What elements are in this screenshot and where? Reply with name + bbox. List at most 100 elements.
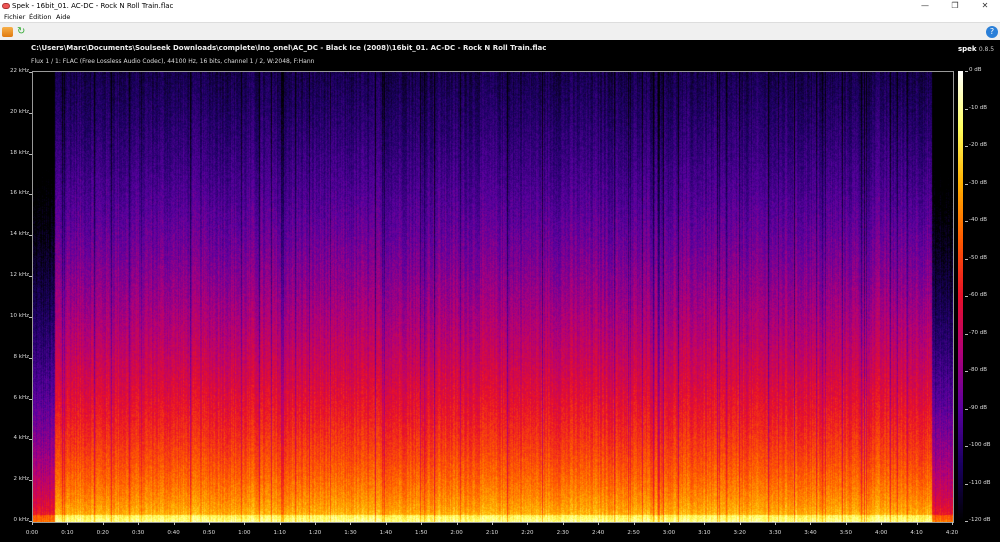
time-tick [775, 522, 777, 525]
freq-tick [29, 480, 32, 482]
time-tick [244, 522, 246, 525]
time-tick [102, 522, 104, 525]
freq-tick [29, 439, 32, 441]
spectrogram-view: C:\Users\Marc\Documents\Soulseek Downloa… [0, 40, 1000, 542]
time-tick-label: 2:50 [627, 530, 640, 536]
time-tick-label: 0:50 [202, 530, 216, 536]
time-tick [704, 522, 706, 525]
time-tick-label: 1:20 [308, 530, 322, 536]
freq-tick-label: 18 kHz [10, 149, 29, 156]
time-tick [952, 522, 953, 525]
db-tick-label: -50 dB [969, 254, 987, 261]
menu-aide[interactable]: Aide [56, 13, 71, 21]
time-tick-label: 2:40 [591, 530, 605, 536]
time-tick [138, 522, 140, 525]
time-tick-label: 0:10 [61, 530, 74, 536]
freq-tick [29, 398, 32, 400]
close-button[interactable]: ✕ [981, 1, 989, 10]
time-tick [598, 522, 600, 525]
time-tick-label: 3:40 [804, 530, 817, 536]
spectrogram [32, 71, 954, 523]
time-tick-label: 1:40 [379, 530, 393, 536]
time-tick-label: 4:20 [945, 530, 959, 536]
time-tick [385, 522, 387, 525]
db-tick-label: 0 dB [969, 67, 982, 73]
db-tick [965, 146, 968, 147]
time-tick [173, 522, 175, 525]
freq-tick [29, 235, 32, 237]
db-tick [965, 446, 968, 447]
time-tick-label: 3:30 [768, 530, 782, 536]
time-tick [739, 522, 741, 525]
toolbar: ↻ ? [0, 22, 1000, 40]
db-tick [965, 258, 968, 260]
time-tick [279, 522, 281, 525]
freq-tick-label: 22 kHz [10, 68, 29, 75]
menu-edition[interactable]: Édition [29, 13, 52, 21]
time-tick-label: 4:00 [875, 530, 888, 536]
time-tick-label: 0:20 [96, 530, 109, 536]
time-tick [562, 522, 564, 525]
time-tick-label: 3:10 [698, 530, 711, 536]
db-tick-label: -20 dB [969, 142, 987, 148]
menu-bar: Fichier Édition Aide [0, 12, 1000, 22]
time-tick [32, 522, 33, 525]
time-tick-label: 3:50 [839, 530, 853, 536]
freq-tick-label: 8 kHz [13, 353, 29, 360]
time-tick-label: 2:30 [556, 530, 569, 536]
db-tick [965, 183, 968, 185]
time-tick [668, 522, 670, 525]
freq-tick [29, 194, 32, 196]
time-tick-label: 0:00 [25, 530, 39, 536]
time-tick [456, 522, 458, 525]
folder-open-icon[interactable] [2, 27, 13, 37]
db-tick-label: -80 dB [969, 367, 987, 373]
db-colorbar [958, 71, 963, 521]
time-tick-label: 3:00 [662, 530, 676, 536]
title-bar: Spek - 16bit_01. AC-DC - Rock N Roll Tra… [0, 0, 1000, 12]
time-tick-label: 3:20 [733, 530, 746, 536]
file-path: C:\Users\Marc\Documents\Soulseek Downloa… [31, 44, 547, 52]
db-tick-label: -10 dB [969, 104, 987, 111]
app-icon [2, 3, 10, 9]
time-tick-label: 1:10 [273, 530, 286, 536]
minimize-button[interactable]: — [921, 1, 929, 10]
time-tick [350, 522, 352, 525]
freq-tick [29, 72, 32, 74]
freq-tick-label: 14 kHz [10, 231, 29, 238]
time-tick [492, 522, 493, 525]
freq-tick-label: 4 kHz [13, 435, 29, 442]
freq-tick-label: 0 kHz [13, 517, 29, 523]
freq-tick [29, 276, 32, 278]
freq-tick-label: 6 kHz [13, 394, 29, 401]
freq-tick [29, 357, 32, 359]
time-tick-label: 1:30 [344, 530, 357, 536]
db-tick-label: -30 dB [969, 179, 987, 186]
db-tick-label: -60 dB [969, 292, 987, 298]
db-tick-label: -40 dB [969, 217, 987, 223]
stream-info: Flux 1 / 1: FLAC (Free Lossless Audio Co… [31, 58, 315, 65]
freq-tick [29, 316, 32, 318]
time-tick-label: 4:10 [910, 530, 923, 536]
window-title: Spek - 16bit_01. AC-DC - Rock N Roll Tra… [12, 2, 174, 10]
db-tick-label: -100 dB [969, 442, 991, 448]
freq-tick-label: 2 kHz [13, 476, 29, 483]
db-tick-label: -120 dB [969, 517, 991, 523]
time-tick-label: 2:10 [485, 530, 499, 536]
time-tick-label: 0:30 [131, 530, 145, 536]
help-icon[interactable]: ? [986, 26, 998, 38]
db-tick [965, 371, 968, 372]
time-tick-label: 1:00 [238, 530, 251, 536]
time-tick [881, 522, 883, 525]
db-tick [965, 521, 968, 522]
time-tick [916, 522, 918, 525]
menu-fichier[interactable]: Fichier [4, 13, 26, 21]
brand-name: spek [958, 45, 977, 53]
time-tick [527, 522, 529, 525]
spek-brand: spek 0.8.5 [958, 45, 994, 53]
maximize-button[interactable]: ❐ [951, 1, 959, 10]
db-tick [965, 108, 968, 110]
time-tick [67, 522, 69, 525]
time-tick [208, 522, 210, 525]
reload-icon[interactable]: ↻ [17, 26, 26, 37]
